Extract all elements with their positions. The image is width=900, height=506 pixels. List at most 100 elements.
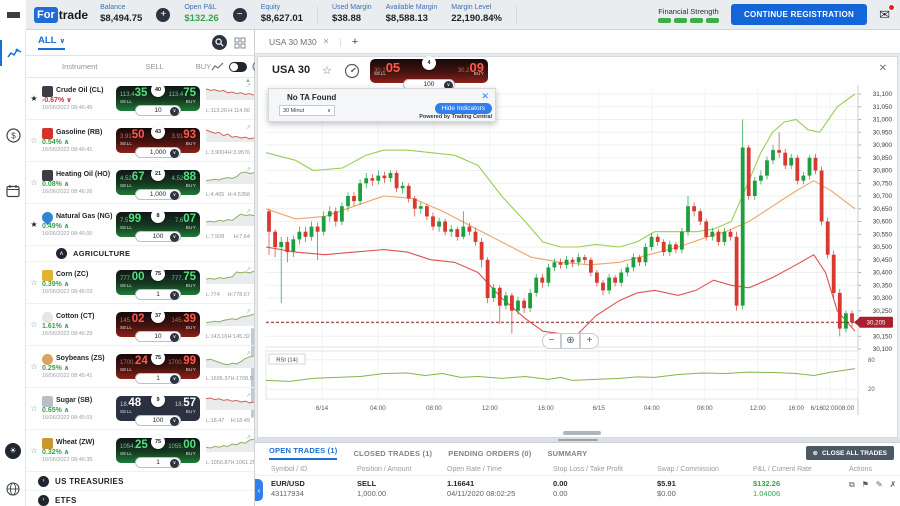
instrument-row[interactable]: ☆ Corn (ZC) 0.39% ∧ 16/06/2022 08:46:03 …	[26, 262, 254, 304]
quantity-selector[interactable]: 10 ∨	[135, 331, 181, 342]
favorite-star-icon[interactable]: ★	[30, 220, 38, 229]
buy-price-button[interactable]: 4.5288	[171, 171, 196, 183]
buy-price-button[interactable]: 777.75	[171, 271, 196, 283]
chart-body: 6/14 04:00 08:00 12:00 16:00 6/15 04:00 08:00 12…	[258, 85, 897, 437]
sell-price-button[interactable]: 30,205	[374, 60, 401, 75]
buy-price-button[interactable]: 18.57	[174, 397, 196, 409]
buy-price-button[interactable]: 1055.00	[168, 439, 196, 451]
close-chart-icon[interactable]: ✕	[878, 63, 887, 74]
zoom-out-button[interactable]: −	[542, 333, 561, 349]
candlestick-chart[interactable]: 6/14 04:00 08:00 12:00 16:00 6/15 04:00 08:00 12…	[258, 85, 897, 437]
instrument-row[interactable]: ★ Crude Oil (CL) -0.67% ∨ 16/06/2022 08:…	[26, 78, 254, 120]
trade-info-icon[interactable]: ⚑	[861, 480, 869, 489]
buy-price-button[interactable]: 7.607	[174, 213, 196, 225]
scroll-up-icon[interactable]: ▲	[245, 78, 251, 84]
expand-icon[interactable]: ↗	[245, 308, 251, 315]
add-chart-tab-button[interactable]: +	[351, 35, 359, 48]
buy-price-button[interactable]: 145.39	[171, 313, 196, 325]
technical-gauge-icon[interactable]	[344, 63, 360, 84]
instrument-row[interactable]: ☆ Heating Oil (HO) 0.08% ∧ 16/06/2022 08…	[26, 162, 254, 204]
collapse-dock-button[interactable]: ‹	[255, 479, 263, 501]
section-header[interactable]: ∧ AGRICULTURE	[26, 246, 254, 262]
quantity-selector[interactable]: 1 ∨	[135, 457, 181, 468]
sell-price-button[interactable]: 1054.25	[120, 439, 148, 451]
hide-indicators-button[interactable]: Hide Indicators	[434, 103, 492, 114]
favorite-star-icon[interactable]: ☆	[30, 320, 38, 329]
messages-button[interactable]: ✉	[879, 3, 895, 23]
sell-price-button[interactable]: 18.48	[120, 397, 142, 409]
favorite-star-icon[interactable]: ☆	[322, 65, 332, 77]
close-tab-icon[interactable]: ✕	[322, 37, 330, 46]
favorite-star-icon[interactable]: ☆	[30, 136, 38, 145]
menu-button[interactable]	[0, 0, 26, 30]
expand-icon[interactable]: ↗	[245, 82, 251, 89]
expand-icon[interactable]: ↗	[245, 350, 251, 357]
instrument-row[interactable]: ☆ Wheat (ZW) 0.32% ∧ 16/06/2022 08:46:35…	[26, 430, 254, 472]
edit-trade-icon[interactable]: ✎	[875, 480, 883, 489]
buy-price-button[interactable]: 1700.99	[168, 355, 196, 367]
collapsed-group[interactable]: › US TREASURIES	[26, 472, 254, 491]
collapsed-group[interactable]: › ETFS	[26, 491, 254, 506]
quantity-selector[interactable]: 1 ∨	[135, 373, 181, 384]
chart-tab[interactable]: USA 30 M30 ✕	[269, 36, 330, 47]
expand-icon[interactable]: ↗	[245, 124, 251, 131]
language-button[interactable]	[0, 476, 26, 502]
quantity-selector[interactable]: 1 ∨	[135, 289, 181, 300]
instrument-row[interactable]: ☆ Soybeans (ZS) 0.25% ∧ 16/06/2022 08:45…	[26, 346, 254, 388]
view-toggle[interactable]	[229, 61, 248, 72]
zoom-reset-button[interactable]: ⊕	[561, 333, 580, 349]
buy-price-button[interactable]: 3.9193	[171, 129, 196, 141]
favorite-star-icon[interactable]: ☆	[30, 278, 38, 287]
tab-summary[interactable]: SUMMARY	[547, 448, 588, 458]
expand-icon[interactable]: ↗	[245, 266, 251, 273]
instrument-row[interactable]: ☆ Gasoline (RB) 0.54% ∧ 16/06/2022 08:46…	[26, 120, 254, 162]
grid-view-button[interactable]	[234, 36, 246, 49]
calendar-nav-button[interactable]	[0, 178, 26, 204]
expand-icon[interactable]: ↗	[245, 208, 251, 215]
sell-price-button[interactable]: 1700.24	[120, 355, 148, 367]
zoom-in-button[interactable]: +	[580, 333, 599, 349]
timeframe-dropdown[interactable]: 30 Minut ∨	[279, 105, 335, 116]
close-all-trades-button[interactable]: ⊗ CLOSE ALL TRADES	[805, 446, 894, 460]
favorite-star-icon[interactable]: ☆	[30, 178, 38, 187]
favorite-star-icon[interactable]: ☆	[30, 446, 38, 455]
continue-registration-button[interactable]: CONTINUE REGISTRATION	[730, 4, 868, 25]
theme-toggle-button[interactable]: ☀	[0, 438, 26, 464]
sell-price-button[interactable]: 113.435	[120, 87, 148, 99]
expand-icon[interactable]: ↗	[245, 166, 251, 173]
favorite-star-icon[interactable]: ☆	[30, 362, 38, 371]
duplicate-trade-icon[interactable]: ⧉	[849, 480, 855, 489]
quantity-selector[interactable]: 100 ∨	[135, 231, 181, 242]
trade-row[interactable]: EUR/USD 43117934 SELL 1,000.00 1.16641 04/1…	[271, 479, 897, 498]
quantity-selector[interactable]: 1,000 ∨	[135, 189, 181, 200]
filter-all-dropdown[interactable]: ALL ∨	[38, 35, 66, 50]
buy-price-button[interactable]: 113.475	[168, 87, 196, 99]
accounts-nav-button[interactable]: $	[0, 122, 26, 148]
markets-nav-button[interactable]	[0, 40, 26, 66]
sell-price-button[interactable]: 4.5267	[120, 171, 145, 183]
tab-pending-orders[interactable]: PENDING ORDERS (0)	[448, 448, 532, 458]
quantity-selector[interactable]: 10 ∨	[135, 105, 181, 116]
buy-price-button[interactable]: 30,209	[457, 60, 484, 75]
sell-price-button[interactable]: 3.9150	[120, 129, 145, 141]
expand-icon[interactable]: ↗	[245, 392, 251, 399]
panel-splitter[interactable]	[255, 438, 900, 442]
search-button[interactable]	[212, 35, 227, 50]
tab-open-trades[interactable]: OPEN TRADES (1)	[269, 446, 338, 460]
instrument-row[interactable]: ★ Natural Gas (NG) 0.49% ∧ 16/06/2022 08…	[26, 204, 254, 246]
instrument-row[interactable]: ☆ Sugar (SB) 0.65% ∧ 16/06/2022 08:45:03…	[26, 388, 254, 430]
chart-view-icon[interactable]	[211, 62, 224, 72]
instrument-row[interactable]: ☆ Cotton (CT) 1.61% ∧ 16/06/2022 08:46:2…	[26, 304, 254, 346]
quantity-selector[interactable]: 100 ∨	[135, 415, 181, 426]
expand-icon[interactable]: ↗	[245, 434, 251, 441]
instruments-scrollbar[interactable]	[251, 328, 254, 418]
favorite-star-icon[interactable]: ☆	[30, 404, 38, 413]
favorite-star-icon[interactable]: ★	[30, 94, 38, 103]
sell-price-button[interactable]: 777.00	[120, 271, 145, 283]
close-trade-icon[interactable]: ✗	[889, 480, 897, 489]
sell-price-button[interactable]: 7.599	[120, 213, 142, 225]
quantity-selector[interactable]: 1,000 ∨	[135, 147, 181, 158]
sell-price-button[interactable]: 145.02	[120, 313, 145, 325]
tab-closed-trades[interactable]: CLOSED TRADES (1)	[353, 448, 433, 458]
close-popup-icon[interactable]: ✕	[481, 91, 489, 101]
